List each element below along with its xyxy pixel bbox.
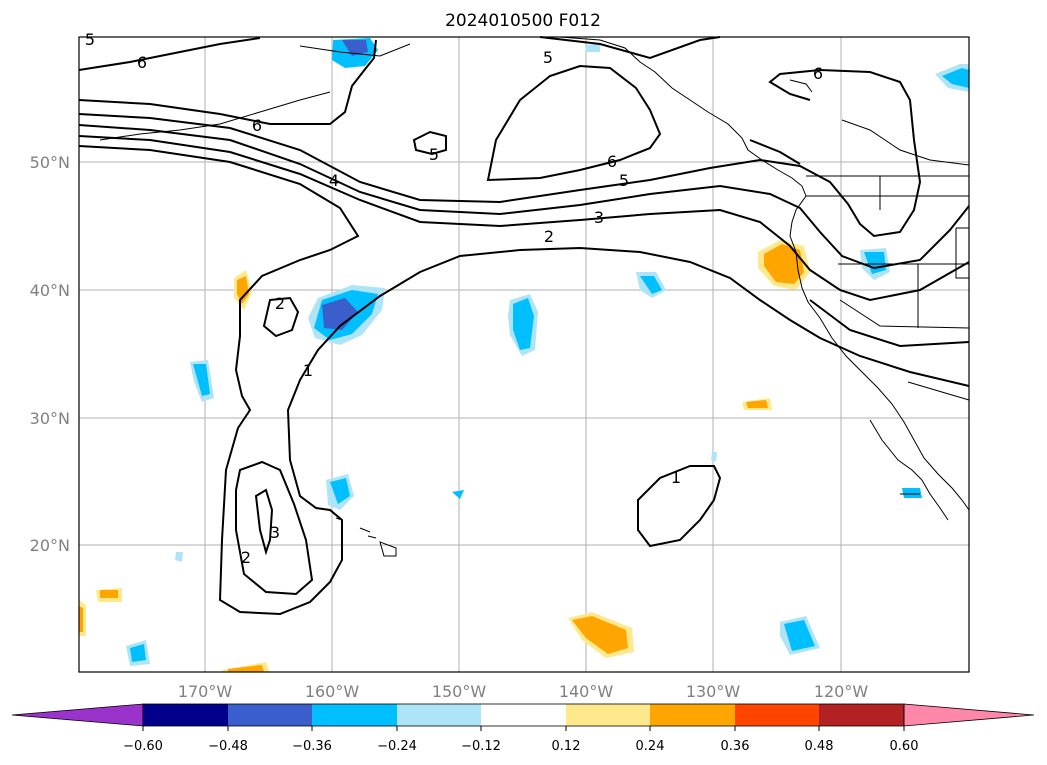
colorbar-tick: 0.48 <box>805 739 834 754</box>
colorbar-segment <box>397 704 481 726</box>
colorbar-segment <box>143 704 228 726</box>
contour-4-jet-b <box>78 124 970 270</box>
lat-label: 30°N <box>30 409 70 428</box>
lon-label: 130°W <box>686 682 741 701</box>
contour-3-jet <box>78 135 970 302</box>
contour-6-west <box>78 39 377 125</box>
map-title: 2024010500 F012 <box>445 11 601 31</box>
contour-1-east <box>637 465 722 548</box>
contour-label: 4 <box>329 171 339 190</box>
colorbar-segment <box>735 704 819 726</box>
contours <box>78 36 970 616</box>
lat-label: 20°N <box>30 536 70 555</box>
colorbar-tick: −0.24 <box>377 739 417 754</box>
colorbar-segment <box>228 704 312 726</box>
colorbar-extend-min <box>11 703 144 727</box>
colorbar-segment <box>650 704 735 726</box>
colorbar-tick: 0.36 <box>721 739 750 754</box>
contour-4-jet-a <box>78 68 922 238</box>
contour-label: 6 <box>607 152 617 171</box>
contour-5-north <box>486 64 662 182</box>
contour-label: 5 <box>619 171 629 190</box>
contour-2-jet <box>78 145 970 616</box>
lat-label: 40°N <box>30 281 70 300</box>
colorbar-tick: −0.48 <box>208 739 248 754</box>
colorbar-extend-max <box>903 703 1035 727</box>
colorbar-tick: −0.12 <box>461 739 501 754</box>
contour-2-loop <box>262 296 300 338</box>
longitude-labels: 170°W 160°W 150°W 140°W 130°W 120°W <box>178 682 869 701</box>
contour-labels: 6 6 5 5 4 6 5 3 2 2 1 3 2 1 5 6 <box>85 30 823 567</box>
contour-label: 1 <box>303 361 313 380</box>
colorbar-tick: 0.24 <box>636 739 665 754</box>
map-panel: 6 6 5 5 4 6 5 3 2 2 1 3 2 1 5 6 <box>78 30 970 673</box>
contour-label: 2 <box>544 227 554 246</box>
colorbar-segment <box>481 704 566 726</box>
colorbar-segment <box>819 704 904 726</box>
contour-label: 6 <box>252 116 262 135</box>
lat-label: 50°N <box>30 153 70 172</box>
lon-label: 120°W <box>814 682 869 701</box>
contour-5-small <box>412 130 447 156</box>
contour-label: 5 <box>429 145 439 164</box>
colorbar-segment <box>312 704 397 726</box>
colorbar-tick: 0.60 <box>890 739 919 754</box>
lon-label: 140°W <box>559 682 614 701</box>
contour-label: 2 <box>241 548 251 567</box>
shaded-anomalies <box>79 38 969 672</box>
contour-label: 3 <box>594 208 604 227</box>
contour-3-loop <box>235 460 314 596</box>
lon-label: 170°W <box>178 682 233 701</box>
lon-label: 150°W <box>432 682 487 701</box>
contour-label: 5 <box>85 30 95 49</box>
colorbar: −0.60 −0.48 −0.36 −0.24 −0.12 0.12 0.24 … <box>11 703 1035 754</box>
contour-3-inner <box>254 488 274 556</box>
colorbar-tick: −0.60 <box>123 739 163 754</box>
coastlines <box>99 36 970 557</box>
latitude-labels: 50°N 40°N 30°N 20°N <box>30 153 70 555</box>
contour-label: 6 <box>137 53 147 72</box>
lon-label: 160°W <box>305 682 360 701</box>
contour-label: 5 <box>543 48 553 67</box>
contour-label: 6 <box>813 64 823 83</box>
graticule <box>79 37 969 672</box>
colorbar-tick: 0.12 <box>552 739 581 754</box>
colorbar-segment <box>566 704 650 726</box>
contour-south-1 <box>809 299 970 348</box>
contour-label: 2 <box>275 294 285 313</box>
contour-east-5-loop <box>749 139 801 165</box>
contour-label: 1 <box>671 468 681 487</box>
contour-6-north <box>78 36 721 71</box>
colorbar-tick: −0.36 <box>292 739 332 754</box>
contour-label: 3 <box>270 523 280 542</box>
